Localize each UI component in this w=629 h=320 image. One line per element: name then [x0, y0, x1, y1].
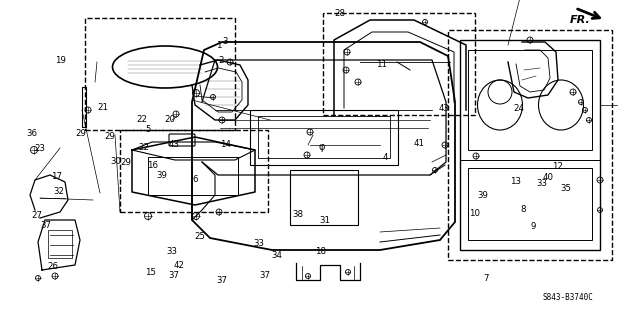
Bar	[448, 30, 612, 260]
Text: 7: 7	[483, 274, 488, 283]
Text: 10: 10	[469, 209, 481, 218]
Bar	[468, 50, 592, 150]
Bar	[120, 130, 268, 212]
Text: 30: 30	[111, 157, 122, 166]
Bar	[258, 116, 390, 158]
Text: 40: 40	[543, 173, 554, 182]
Text: 39: 39	[477, 191, 488, 200]
Bar	[250, 110, 398, 165]
Text: 16: 16	[147, 161, 158, 170]
Bar	[48, 230, 72, 258]
Text: 28: 28	[334, 9, 345, 18]
Text: 35: 35	[560, 184, 572, 193]
Text: 6: 6	[192, 175, 198, 184]
Text: 11: 11	[376, 60, 387, 68]
Text: 21: 21	[97, 103, 108, 112]
Text: 20: 20	[164, 115, 175, 124]
Text: 33: 33	[253, 239, 265, 248]
Text: 39: 39	[157, 171, 168, 180]
Text: 9: 9	[530, 222, 535, 231]
Text: 26: 26	[47, 262, 58, 271]
Text: 37: 37	[259, 271, 270, 280]
Text: 31: 31	[319, 216, 330, 225]
Bar	[148, 157, 238, 195]
Text: 13: 13	[510, 177, 521, 186]
Text: 5: 5	[146, 125, 151, 134]
Text: 3: 3	[223, 37, 228, 46]
Text: 22: 22	[138, 143, 149, 152]
Text: 33: 33	[537, 179, 548, 188]
Text: 32: 32	[53, 188, 65, 196]
Text: 29: 29	[104, 132, 115, 141]
Bar	[82, 87, 86, 127]
Text: 43: 43	[438, 104, 450, 113]
Bar	[323, 13, 475, 115]
Text: 14: 14	[220, 140, 231, 149]
Text: 22: 22	[136, 115, 147, 124]
Text: 24: 24	[513, 104, 525, 113]
Text: 1: 1	[216, 41, 221, 50]
Text: 37: 37	[169, 271, 180, 280]
Text: 29: 29	[120, 158, 131, 167]
Bar	[290, 170, 358, 225]
Text: 37: 37	[40, 221, 52, 230]
Text: 19: 19	[55, 56, 66, 65]
Text: 2: 2	[219, 56, 224, 65]
Text: 23: 23	[35, 144, 46, 153]
Text: 41: 41	[413, 139, 425, 148]
Text: 25: 25	[194, 232, 206, 241]
Text: 42: 42	[174, 261, 185, 270]
Text: 43: 43	[168, 140, 179, 149]
Text: 18: 18	[315, 247, 326, 256]
Text: 12: 12	[552, 162, 563, 171]
Text: 33: 33	[167, 247, 178, 256]
Text: 27: 27	[31, 212, 43, 220]
Bar	[468, 168, 592, 240]
Text: 36: 36	[26, 129, 37, 138]
Text: 37: 37	[216, 276, 228, 285]
Text: 8: 8	[521, 205, 526, 214]
Text: 4: 4	[382, 153, 387, 162]
Text: 17: 17	[51, 172, 62, 181]
Text: 15: 15	[145, 268, 157, 277]
Bar	[460, 40, 600, 250]
Bar	[85, 18, 235, 130]
Text: 38: 38	[292, 210, 304, 219]
Text: FR.: FR.	[570, 15, 591, 25]
Text: 34: 34	[271, 251, 282, 260]
Text: 29: 29	[75, 129, 86, 138]
Text: φ: φ	[319, 142, 325, 152]
Text: S843-B3740C: S843-B3740C	[543, 293, 593, 302]
